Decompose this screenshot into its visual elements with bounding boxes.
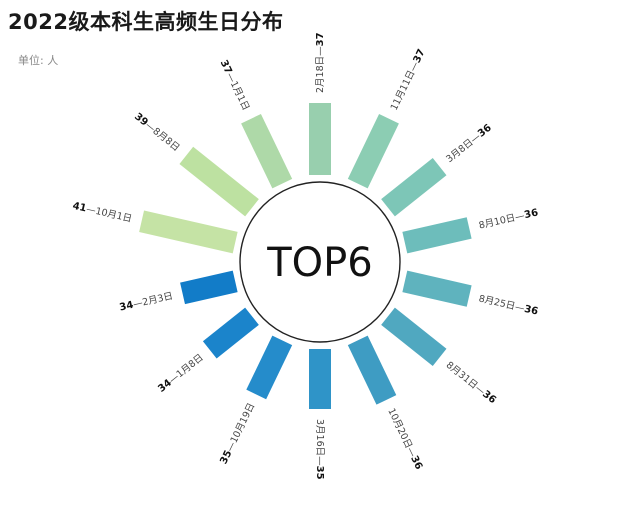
bar-5 [402,270,472,307]
bar-label-5: 8月25日—36 [478,293,540,318]
bar-label-13: 39—8月8日 [132,111,182,154]
bar-7 [347,335,397,405]
bar-12 [139,210,238,254]
bar-label-2: 11月11日—37 [388,47,427,113]
center-circle [239,181,401,343]
bar-11 [180,270,238,305]
date-label: 2月3日 [141,290,174,308]
date-label: 8月10日 [478,212,517,231]
value-label: 36 [408,454,424,471]
value-label: 37 [412,48,428,65]
bar-label-11: 34—2月3日 [118,290,174,313]
svg-text:8月25日—36: 8月25日—36 [478,293,540,318]
bar-8 [309,349,331,409]
svg-text:8月10日—36: 8月10日—36 [478,207,540,232]
bar-label-12: 41—10月1日 [71,200,133,225]
chart-bars [139,103,472,409]
svg-text:3月16日—35: 3月16日—35 [314,419,326,480]
value-label: 37 [218,58,234,75]
value-label: 36 [523,207,539,221]
value-label: 35 [218,449,234,466]
svg-text:11月11日—37: 11月11日—37 [388,47,427,112]
bar-label-10: 34—1月8日 [156,352,206,395]
value-label: 35 [314,466,325,480]
bar-label-3: 3月8日—36 [444,122,494,165]
svg-text:3月8日—36: 3月8日—36 [444,122,494,165]
svg-text:37—1月1日: 37—1月1日 [218,58,252,112]
date-label: 8月8日 [151,125,182,153]
bar-4 [402,217,472,254]
bar-9 [246,335,293,400]
date-label: 8月31日 [444,359,480,391]
svg-text:35—10月19日: 35—10月19日 [218,401,257,466]
date-label: 10月1日 [94,205,133,224]
value-label: 37 [315,32,326,46]
bar-2 [347,113,399,189]
date-label: 3月16日 [315,419,326,456]
svg-text:34—1月8日: 34—1月8日 [156,352,206,395]
bar-label-6: 8月31日—36 [444,359,499,406]
svg-text:34—2月3日: 34—2月3日 [118,290,174,313]
date-label: 10月19日 [228,401,257,445]
date-label: 8月25日 [478,293,517,312]
bar-10 [202,307,259,359]
value-label: 34 [119,300,135,314]
bar-label-1: 2月18日—37 [315,32,327,93]
bar-14 [241,113,293,189]
bar-label-4: 8月10日—36 [478,207,540,232]
date-label: 1月8日 [174,352,205,380]
date-label: 11月11日 [388,68,417,112]
svg-text:10月20日—36: 10月20日—36 [385,406,424,471]
bar-label-9: 35—10月19日 [218,401,257,466]
date-label: 2月18日 [315,56,326,93]
bar-3 [381,158,447,217]
svg-text:2月18日—37: 2月18日—37 [315,32,327,93]
date-label: 10月20日 [386,406,415,450]
unit-label: 单位: 人 [18,54,59,67]
svg-text:39—8月8日: 39—8月8日 [132,111,182,154]
svg-text:8月31日—36: 8月31日—36 [444,359,499,406]
bar-6 [381,307,447,366]
page-title: 2022级本科生高频生日分布 [8,10,284,34]
bar-1 [309,103,331,175]
value-label: 41 [71,201,87,215]
center-label: TOP6 [266,240,373,286]
bar-13 [179,146,259,217]
svg-text:41—10月1日: 41—10月1日 [71,200,133,225]
bar-label-8: 3月16日—35 [314,419,326,480]
bar-label-7: 10月20日—36 [385,406,424,471]
date-label: 1月1日 [228,79,251,112]
value-label: 36 [523,304,539,318]
bar-label-14: 37—1月1日 [218,58,252,112]
